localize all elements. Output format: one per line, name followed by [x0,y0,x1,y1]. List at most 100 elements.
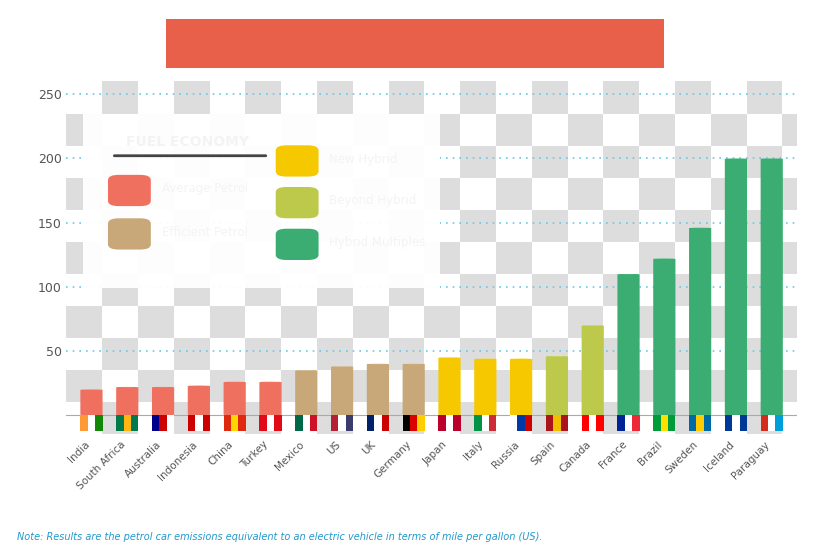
Bar [675,178,710,210]
Bar [818,370,830,402]
Bar [639,178,675,210]
Bar [102,17,138,49]
Bar [388,113,424,146]
FancyBboxPatch shape [295,370,317,415]
Bar [246,242,281,274]
Bar [388,338,424,370]
Bar [317,17,353,49]
Bar [131,415,139,431]
Bar [532,17,568,49]
Bar [568,402,603,434]
FancyBboxPatch shape [725,159,747,415]
Bar [747,113,783,146]
FancyBboxPatch shape [438,357,461,415]
Bar [689,415,696,431]
Bar [603,402,639,434]
Bar [102,338,138,370]
Bar [173,242,210,274]
Bar [675,113,710,146]
FancyBboxPatch shape [653,258,676,415]
Bar [532,81,568,113]
FancyBboxPatch shape [108,218,151,250]
Bar [639,146,675,178]
Bar [382,415,389,431]
Bar [818,113,830,146]
Bar [461,178,496,210]
Bar [568,306,603,338]
Bar [675,274,710,306]
Bar [388,274,424,306]
Bar [102,402,138,434]
Bar [424,178,461,210]
Bar [603,178,639,210]
FancyBboxPatch shape [760,159,783,415]
Bar [317,49,353,81]
Bar [554,415,560,431]
Bar [568,242,603,274]
Bar [783,338,818,370]
Bar [66,242,102,274]
Bar [710,210,747,242]
Bar [568,49,603,81]
Bar [461,17,496,49]
Bar [639,274,675,306]
Bar [246,210,281,242]
Bar [639,306,675,338]
Bar [768,415,775,431]
Bar [532,402,568,434]
Bar [66,113,102,146]
Bar [675,146,710,178]
Bar [710,113,747,146]
Bar [246,17,281,49]
Bar [424,113,461,146]
Bar [525,415,532,431]
Bar [818,49,830,81]
Bar [710,49,747,81]
Bar [339,415,346,431]
Bar [818,402,830,434]
Bar [353,274,388,306]
Bar [66,178,102,210]
Bar [783,178,818,210]
Bar [496,113,532,146]
Bar [496,49,532,81]
Bar [668,415,676,431]
Bar [783,113,818,146]
Bar [102,81,138,113]
Bar [783,402,818,434]
Bar [173,178,210,210]
Bar [747,306,783,338]
Bar [317,210,353,242]
Bar [760,415,768,431]
Bar [231,415,238,431]
FancyBboxPatch shape [510,359,532,415]
Bar [281,210,317,242]
Bar [374,415,382,431]
Bar [747,49,783,81]
Bar [66,274,102,306]
Bar [461,274,496,306]
Bar [223,415,231,431]
Bar [818,306,830,338]
Bar [568,178,603,210]
Bar [246,49,281,81]
FancyBboxPatch shape [331,367,354,415]
Bar [173,306,210,338]
Bar [317,338,353,370]
Bar [424,49,461,81]
Bar [410,415,417,431]
Bar [388,146,424,178]
Bar [725,415,732,431]
Bar [317,178,353,210]
Bar [747,338,783,370]
Bar [173,146,210,178]
Bar [496,210,532,242]
Bar [388,370,424,402]
Bar [281,113,317,146]
Bar [438,415,446,431]
Bar [461,242,496,274]
Bar [747,242,783,274]
Bar [102,370,138,402]
Bar [710,17,747,49]
FancyBboxPatch shape [367,364,389,415]
